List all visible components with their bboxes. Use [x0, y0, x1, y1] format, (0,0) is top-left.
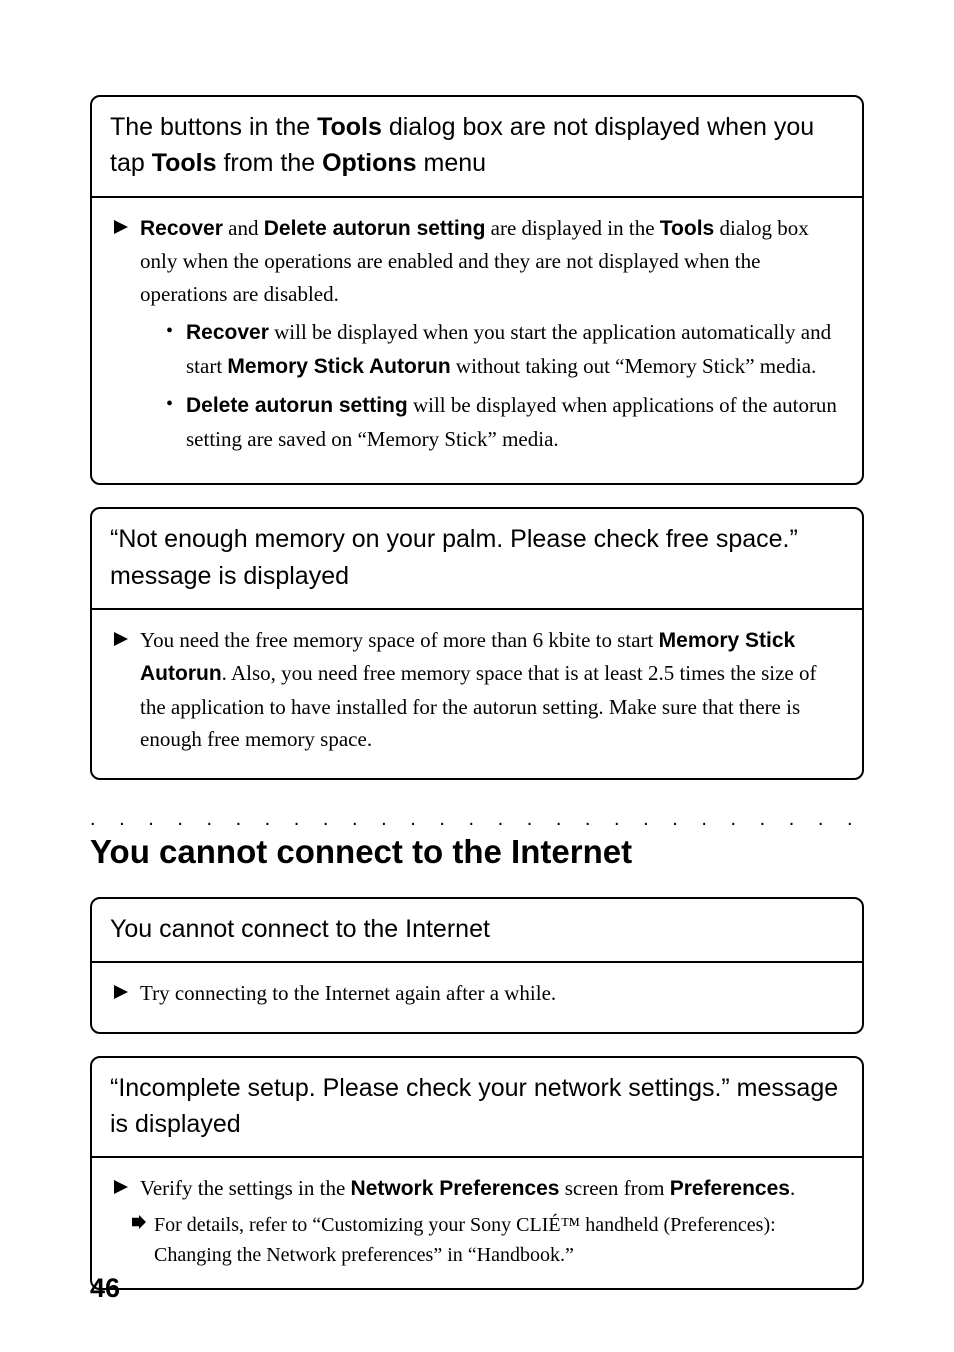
- page-number: 46: [90, 1273, 120, 1304]
- bold-term: Network Preferences: [351, 1177, 560, 1200]
- issue-header: “Not enough memory on your palm. Please …: [92, 509, 862, 610]
- triangle-bullet-icon: [114, 212, 140, 462]
- triangle-bullet-icon: [114, 624, 140, 756]
- header-text: menu: [417, 149, 486, 177]
- solution-text: Recover and Delete autorun setting are d…: [140, 212, 840, 462]
- issue-box-incomplete-setup: “Incomplete setup. Please check your net…: [90, 1056, 864, 1290]
- header-text: The buttons in the: [110, 113, 317, 141]
- body-text: without taking out “Memory Stick” media.: [451, 354, 817, 378]
- dot-bullet-icon: •: [166, 316, 186, 383]
- sub-item: • Recover will be displayed when you sta…: [166, 316, 840, 383]
- body-text: . Also, you need free memory space that …: [140, 661, 817, 751]
- issue-box-memory: “Not enough memory on your palm. Please …: [90, 507, 864, 780]
- bold-term: Delete autorun setting: [264, 217, 486, 240]
- solution-item: Recover and Delete autorun setting are d…: [114, 212, 840, 462]
- body-text: are displayed in the: [485, 216, 659, 240]
- section-divider-dots: . . . . . . . . . . . . . . . . . . . . …: [90, 808, 864, 831]
- issue-body: Verify the settings in the Network Prefe…: [92, 1158, 862, 1288]
- header-bold: Tools: [317, 113, 382, 141]
- bold-term: Tools: [660, 217, 714, 240]
- solution-text: Try connecting to the Internet again aft…: [140, 977, 840, 1010]
- reference-row: For details, refer to “Customizing your …: [114, 1210, 840, 1270]
- sub-text: Delete autorun setting will be displayed…: [186, 389, 840, 455]
- sub-item: • Delete autorun setting will be display…: [166, 389, 840, 455]
- issue-header: The buttons in the Tools dialog box are …: [92, 97, 862, 198]
- bold-term: Preferences: [670, 1177, 790, 1200]
- sub-text: Recover will be displayed when you start…: [186, 316, 840, 383]
- body-text: .: [790, 1176, 795, 1200]
- issue-body: You need the free memory space of more t…: [92, 610, 862, 778]
- sub-list: • Recover will be displayed when you sta…: [140, 316, 840, 455]
- issue-box-tools-buttons: The buttons in the Tools dialog box are …: [90, 95, 864, 485]
- arrow-icon: [132, 1210, 154, 1270]
- bold-term: Recover: [186, 321, 269, 344]
- solution-text: You need the free memory space of more t…: [140, 624, 840, 756]
- body-text: Verify the settings in the: [140, 1176, 351, 1200]
- solution-item: Try connecting to the Internet again aft…: [114, 977, 840, 1010]
- issue-header: “Incomplete setup. Please check your net…: [92, 1058, 862, 1159]
- bold-term: Recover: [140, 217, 223, 240]
- header-bold: Tools: [152, 149, 217, 177]
- section-title: You cannot connect to the Internet: [90, 833, 864, 871]
- solution-item: You need the free memory space of more t…: [114, 624, 840, 756]
- bold-term: Memory Stick Autorun: [227, 355, 450, 378]
- issue-body: Try connecting to the Internet again aft…: [92, 963, 862, 1032]
- issue-box-cannot-connect: You cannot connect to the Internet Try c…: [90, 897, 864, 1034]
- header-bold: Options: [322, 149, 416, 177]
- body-text: You need the free memory space of more t…: [140, 628, 659, 652]
- dot-bullet-icon: •: [166, 389, 186, 455]
- header-text: from the: [217, 149, 323, 177]
- bold-term: Delete autorun setting: [186, 394, 408, 417]
- triangle-bullet-icon: [114, 977, 140, 1010]
- solution-item: Verify the settings in the Network Prefe…: [114, 1172, 840, 1206]
- reference-text: For details, refer to “Customizing your …: [154, 1210, 840, 1270]
- body-text: and: [223, 216, 264, 240]
- triangle-bullet-icon: [114, 1172, 140, 1206]
- issue-header: You cannot connect to the Internet: [92, 899, 862, 963]
- solution-text: Verify the settings in the Network Prefe…: [140, 1172, 840, 1206]
- body-text: screen from: [559, 1176, 669, 1200]
- issue-body: Recover and Delete autorun setting are d…: [92, 198, 862, 484]
